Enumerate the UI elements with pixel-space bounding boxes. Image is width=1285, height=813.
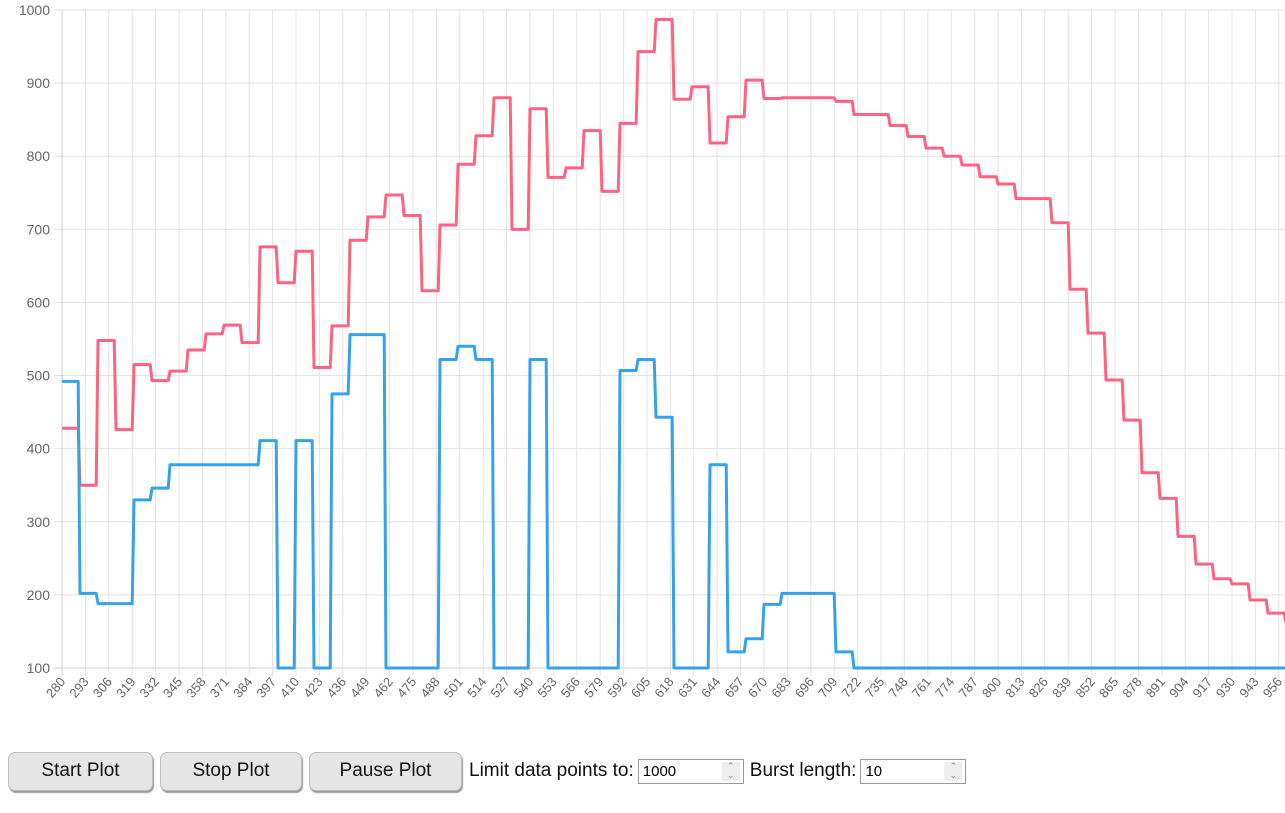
start-plot-button[interactable]: Start Plot (8, 751, 153, 791)
x-tick-label: 449 (347, 674, 372, 700)
y-tick-label: 1000 (19, 2, 50, 18)
x-tick-label: 306 (90, 674, 115, 700)
x-tick-label: 761 (909, 674, 934, 700)
limit-data-points-field[interactable]: ⌃⌄ (637, 758, 744, 784)
x-tick-label: 670 (745, 674, 770, 700)
y-tick-label: 900 (27, 75, 51, 91)
x-tick-label: 904 (1166, 674, 1191, 700)
stop-plot-button[interactable]: Stop Plot (160, 751, 302, 791)
x-tick-label: 709 (815, 674, 840, 700)
x-tick-label: 696 (792, 674, 817, 700)
x-tick-label: 436 (324, 674, 349, 700)
x-tick-label: 397 (253, 674, 278, 700)
x-tick-label: 618 (651, 674, 676, 700)
x-tick-label: 475 (394, 674, 419, 700)
x-tick-label: 722 (838, 674, 863, 700)
x-tick-label: 657 (721, 674, 746, 700)
y-tick-label: 700 (27, 221, 51, 237)
x-tick-label: 423 (300, 674, 325, 700)
y-tick-label: 400 (27, 441, 51, 457)
x-tick-label: 878 (1119, 674, 1144, 700)
x-tick-label: 813 (1002, 674, 1027, 700)
x-tick-label: 956 (1260, 674, 1285, 700)
x-tick-label: 774 (932, 674, 957, 700)
x-tick-label: 514 (464, 674, 489, 700)
x-tick-label: 839 (1049, 674, 1074, 700)
x-tick-label: 345 (160, 674, 185, 700)
x-tick-label: 501 (441, 674, 466, 700)
burst-length-label: Burst length: (749, 760, 857, 781)
x-tick-label: 800 (979, 674, 1004, 700)
x-tick-label: 527 (487, 674, 512, 700)
x-tick-label: 852 (1072, 674, 1097, 700)
x-tick-label: 826 (1026, 674, 1051, 700)
x-tick-label: 644 (698, 674, 723, 700)
x-tick-label: 488 (417, 674, 442, 700)
y-tick-label: 200 (27, 587, 51, 603)
x-tick-label: 462 (370, 674, 395, 700)
x-tick-label: 384 (230, 674, 255, 700)
series-blue-line (62, 333, 1285, 670)
x-tick-label: 735 (862, 674, 887, 700)
x-tick-label: 683 (768, 674, 793, 700)
line-chart: 100 200 300 400 500 600 700 800 900 1000 280293306… (19, 2, 1285, 701)
x-tick-label: 748 (885, 674, 910, 700)
x-tick-label: 917 (1189, 674, 1214, 700)
x-tick-label: 943 (1236, 674, 1261, 700)
x-tick-label: 332 (136, 674, 161, 700)
y-tick-label: 100 (27, 660, 51, 676)
y-tick-label: 500 (27, 368, 51, 384)
x-tick-label: 891 (1143, 674, 1168, 700)
x-tick-label: 566 (558, 674, 583, 700)
x-tick-label: 631 (675, 674, 700, 700)
x-tick-label: 553 (534, 674, 559, 700)
burst-length-input[interactable] (861, 762, 946, 780)
series-red-line (62, 18, 1285, 624)
x-tick-label: 592 (604, 674, 629, 700)
y-tick-label: 300 (27, 514, 51, 530)
burst-spinner-icon[interactable]: ⌃ ⌄ (944, 761, 963, 781)
y-tick-label: 800 (27, 148, 51, 164)
x-tick-label: 371 (207, 674, 232, 700)
x-tick-label: 865 (1096, 674, 1121, 700)
x-tick-label: 293 (66, 674, 91, 700)
x-tick-label: 579 (581, 674, 606, 700)
x-tick-label: 319 (113, 674, 138, 700)
x-tick-label: 410 (277, 674, 302, 700)
controls-bar: Start Plot Stop Plot Pause Plot Limit da… (8, 751, 972, 791)
limit-spinner-icon[interactable]: ⌃ ⌄ (721, 761, 740, 781)
y-tick-label: 600 (27, 294, 51, 310)
pause-plot-button[interactable]: Pause Plot (309, 751, 462, 791)
x-tick-label: 787 (955, 674, 980, 700)
x-tick-label: 605 (628, 674, 653, 700)
x-tick-label: 280 (43, 674, 68, 700)
burst-length-field[interactable]: ⌃⌄ (860, 758, 967, 784)
limit-data-points-label: Limit data points to: (469, 760, 634, 781)
limit-data-points-input[interactable] (638, 762, 723, 780)
x-tick-label: 358 (183, 674, 208, 700)
x-tick-label: 540 (511, 674, 536, 700)
x-tick-label: 930 (1213, 674, 1238, 700)
